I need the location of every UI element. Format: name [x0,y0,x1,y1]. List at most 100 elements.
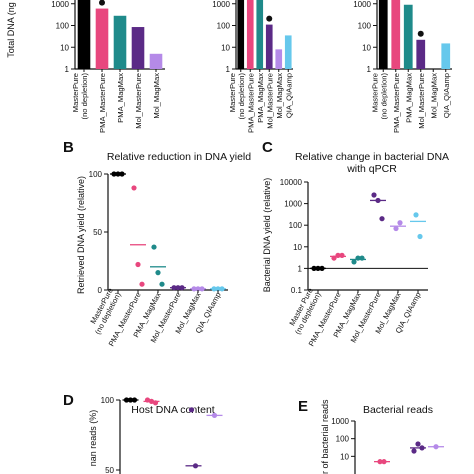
y-tick-label: 100 [101,396,115,405]
y-tick-label: 100 [289,221,303,230]
y-tick-label: 1 [226,65,231,74]
x-tick-label: (no depletion) [80,73,89,120]
x-tick-label-group: Mol_MagMax [275,73,284,119]
x-tick-label-group: Mol_MagMax [152,73,161,119]
x-tick-label-group: Mol_MasterPure [265,73,274,129]
x-tick-label: PMA_MagMax [256,73,265,123]
panel-letter: C [262,139,273,156]
bar [256,0,264,70]
y-tick-label: 1000 [331,417,349,426]
y-tick-label: 10 [362,43,371,52]
data-point [393,225,399,232]
y-tick-label: 50 [93,228,102,237]
y-axis-label: Total DNA (ng [6,2,16,58]
x-tick-label: PMA_MasterPure [98,73,107,133]
x-tick-label: MasterPure [370,73,379,112]
chart-title: with qPCR [346,163,397,175]
significance-dot [417,30,424,37]
panel-letter: B [63,139,74,156]
x-tick-label: PMA_MasterPure [246,73,255,133]
x-tick-label: Mol_MagMax [152,73,161,119]
y-axis-label: nan reads (%) [88,410,98,467]
x-tick-label: (no depletion) [237,73,246,120]
x-tick-label-group: PMA_MagMax [404,73,413,123]
x-tick-label-group: Mol_MasterPure [417,73,426,129]
data-point [413,212,419,218]
y-tick-label: 1000 [284,200,302,209]
x-tick-label: MasterPure [228,73,237,112]
chart-title: Relative reduction in DNA yield [107,151,251,163]
bar [237,0,245,70]
x-tick-label: Mol_MasterPure [134,73,143,129]
x-tick-label-group: MasterPure(no depletion) [228,73,246,120]
x-tick-label: Mol_MagMax [275,73,284,119]
y-tick-label: 0 [98,286,103,295]
bar [95,8,109,69]
bar [391,0,401,70]
y-axis-label: Bacterial DNA yield (relative) [262,178,272,293]
y-tick-label: 1000 [212,0,230,9]
data-point [379,216,385,222]
x-tick-label-group: PMA_MasterPure [246,73,255,133]
x-tick-label: Mol_MasterPure [417,73,426,129]
x-tick-label: Mol_MasterPure [265,73,274,129]
bar [246,0,254,70]
significance-dot [266,15,273,22]
x-tick-label: QIA_QIAamp [284,73,293,118]
y-tick-label: 100 [217,22,231,31]
data-point [417,233,423,240]
data-point [411,448,417,454]
bar [403,4,413,70]
data-point [159,281,165,287]
bar [131,27,145,69]
y-tick-label: 1000 [353,0,371,9]
x-tick-label: PMA_MasterPure [392,73,401,133]
bar [113,15,127,69]
y-axis-label: umber of bacterial reads [320,399,330,474]
x-tick-label-group: PMA_MasterPure [392,73,401,133]
y-tick-label: 10 [340,452,349,461]
chart-title: Host DNA content [131,404,215,416]
y-tick-label: 100 [89,170,103,179]
x-tick-label: PMA_MagMax [404,73,413,123]
y-tick-label: 1 [298,264,303,273]
data-point [151,244,157,250]
bar [284,35,292,69]
x-tick-label-group: MasterPure(no depletion) [71,73,89,120]
data-point [155,270,161,276]
bar [149,53,163,69]
chart-title: Bacterial reads [363,404,433,416]
y-tick-label: 1 [65,65,70,74]
chart-title: Relative change in bacterial DNA [295,151,449,163]
y-tick-label: 10 [293,243,302,252]
y-tick-label: 1 [367,65,372,74]
x-tick-label: Mol_MagMax [429,73,438,119]
panel-letter: E [298,398,308,415]
data-point [339,252,345,258]
significance-dot [99,0,105,6]
data-point [135,261,141,268]
data-point [397,220,403,226]
x-tick-label-group: Mol_MagMax [429,73,438,119]
x-tick-label-group: QIA_QIAamp [284,73,293,118]
y-tick-label: 100 [358,22,372,31]
y-tick-label: 100 [336,435,350,444]
bar [265,24,273,69]
x-tick-label: MasterPure [71,73,80,112]
x-tick-label-group: Mol_MasterPure [134,73,143,129]
y-tick-label: 0.1 [291,286,303,295]
x-tick-label: QIA_QIAamp [442,73,451,118]
panel-letter: D [63,392,74,409]
y-tick-label: 100 [56,22,70,31]
x-tick-label-group: PMA_MagMax [116,73,125,123]
x-tick-label-group: MasterPure(no depletion) [370,73,388,120]
bar [77,0,91,70]
data-point [188,407,195,413]
bar [416,39,426,69]
x-tick-label: PMA_MagMax [116,73,125,123]
data-point [131,185,137,191]
y-axis-label: Retrieved DNA yield (relative) [76,176,86,294]
data-point [371,192,377,198]
x-tick-label-group: PMA_MasterPure [98,73,107,133]
